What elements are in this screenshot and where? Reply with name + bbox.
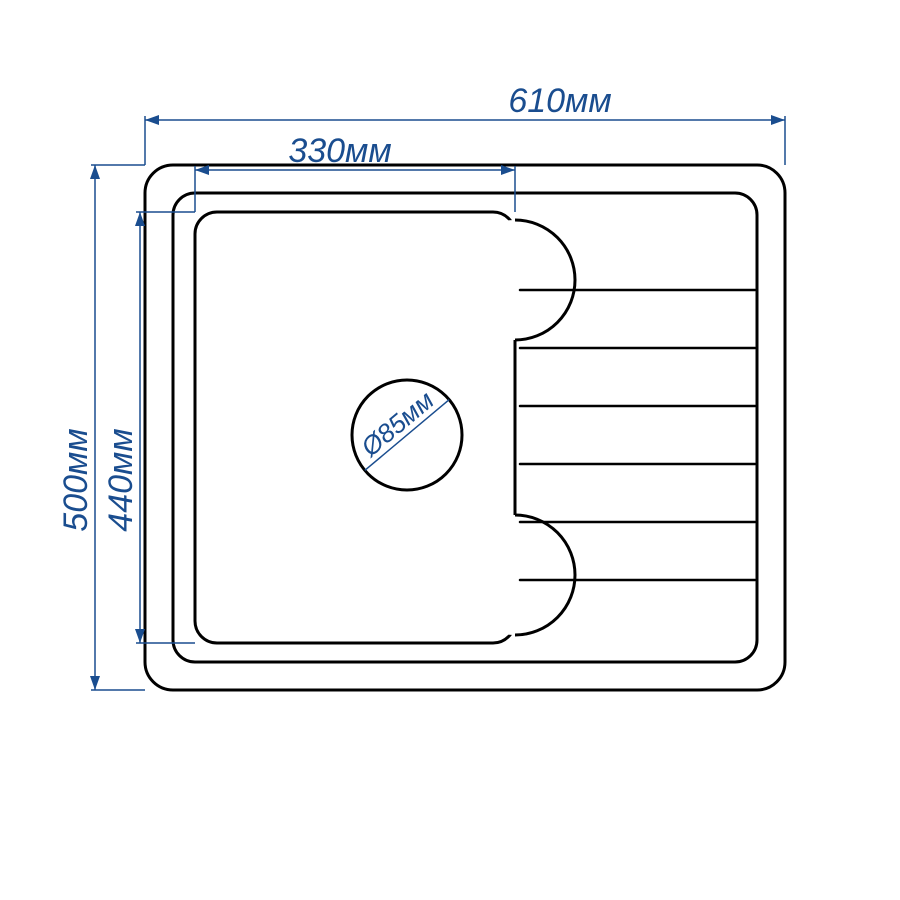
dimension-height-440: 440мм <box>102 212 195 643</box>
dimension-label: 610мм <box>508 82 611 120</box>
drainboard-ribs <box>520 290 755 580</box>
sink-dimension-diagram: 610мм 330мм 500мм 440мм Ø85мм <box>0 0 900 900</box>
dimension-label: 500мм <box>57 428 95 531</box>
sink-outer-edge <box>145 165 785 690</box>
dimension-height-500: 500мм <box>57 165 145 690</box>
dimension-label: 330мм <box>288 132 391 170</box>
dimension-width-610: 610мм <box>145 82 785 165</box>
dimension-width-330: 330мм <box>195 132 515 212</box>
sink-inner-ledge <box>173 193 757 662</box>
dimension-label: 440мм <box>102 428 140 531</box>
